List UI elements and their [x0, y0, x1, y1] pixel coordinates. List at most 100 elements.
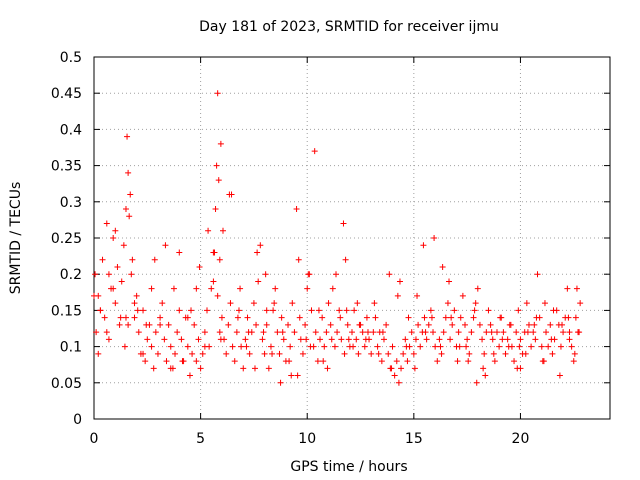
data-point — [238, 343, 245, 350]
data-point — [143, 321, 150, 328]
data-point — [525, 321, 532, 328]
data-point — [196, 263, 203, 270]
data-point — [188, 307, 195, 314]
data-point — [105, 336, 112, 343]
data-point — [217, 336, 224, 343]
data-point — [124, 133, 131, 140]
data-point — [438, 350, 445, 357]
data-point — [533, 314, 540, 321]
data-point — [254, 249, 261, 256]
data-point — [350, 343, 357, 350]
data-point — [150, 365, 157, 372]
data-point — [220, 227, 226, 234]
data-point — [244, 314, 251, 321]
data-point — [474, 285, 481, 292]
x-tick-label: 20 — [512, 431, 530, 447]
data-point — [497, 314, 504, 321]
data-point — [364, 329, 371, 336]
data-point — [338, 336, 345, 343]
data-point — [523, 300, 530, 307]
data-point — [436, 336, 443, 343]
data-point — [422, 329, 429, 336]
data-point — [125, 169, 132, 176]
data-point — [167, 343, 174, 350]
data-point — [257, 242, 264, 249]
data-point — [423, 336, 430, 343]
data-point — [195, 336, 202, 343]
data-point — [448, 314, 455, 321]
data-point — [463, 343, 470, 350]
data-point — [487, 321, 494, 328]
data-point — [464, 336, 471, 343]
data-point — [342, 256, 349, 263]
data-point — [356, 321, 363, 328]
data-point — [363, 314, 370, 321]
data-point — [449, 321, 456, 328]
data-point — [233, 329, 240, 336]
data-point — [110, 285, 117, 292]
data-point — [117, 314, 124, 321]
data-point — [505, 343, 512, 350]
data-point — [193, 285, 200, 292]
data-point — [329, 285, 336, 292]
data-point — [522, 350, 529, 357]
data-point — [374, 343, 381, 350]
data-point — [234, 314, 241, 321]
data-point — [459, 292, 466, 299]
data-point — [340, 220, 347, 227]
data-point — [564, 285, 571, 292]
data-points — [91, 90, 584, 386]
data-point — [394, 292, 401, 299]
data-point — [280, 336, 287, 343]
data-point — [513, 329, 520, 336]
data-point — [116, 321, 123, 328]
data-point — [434, 358, 441, 365]
data-point — [217, 140, 224, 147]
data-point — [412, 336, 419, 343]
data-point — [439, 263, 446, 270]
data-point — [297, 336, 304, 343]
data-point — [524, 329, 531, 336]
data-point — [543, 329, 550, 336]
data-point — [515, 307, 522, 314]
data-point — [178, 336, 185, 343]
data-point — [157, 314, 164, 321]
data-point — [174, 329, 181, 336]
data-point — [446, 278, 453, 285]
data-point — [276, 350, 283, 357]
data-point — [151, 256, 158, 263]
y-tick-label: 0.05 — [51, 376, 82, 392]
data-point — [442, 314, 449, 321]
data-point — [216, 329, 223, 336]
data-point — [517, 336, 524, 343]
data-point — [379, 329, 386, 336]
data-point — [393, 358, 400, 365]
data-point — [428, 314, 435, 321]
x-tick-label: 10 — [298, 431, 316, 447]
data-point — [541, 300, 548, 307]
data-point — [471, 307, 478, 314]
data-point — [240, 365, 247, 372]
data-point — [447, 336, 454, 343]
data-point — [550, 307, 557, 314]
data-point — [534, 271, 541, 278]
data-point — [126, 213, 133, 220]
x-tick-label: 0 — [90, 431, 99, 447]
data-point — [112, 227, 119, 234]
data-point — [246, 350, 253, 357]
data-point — [261, 350, 268, 357]
data-point — [472, 300, 479, 307]
data-point — [101, 314, 108, 321]
data-point — [411, 365, 418, 372]
data-point — [496, 343, 503, 350]
data-point — [370, 329, 377, 336]
data-point — [388, 365, 395, 372]
data-point — [176, 249, 183, 256]
data-point — [440, 329, 447, 336]
x-tick-label: 15 — [405, 431, 423, 447]
data-point — [353, 336, 360, 343]
data-point — [199, 350, 206, 357]
y-tick-label: 0.15 — [51, 303, 82, 319]
